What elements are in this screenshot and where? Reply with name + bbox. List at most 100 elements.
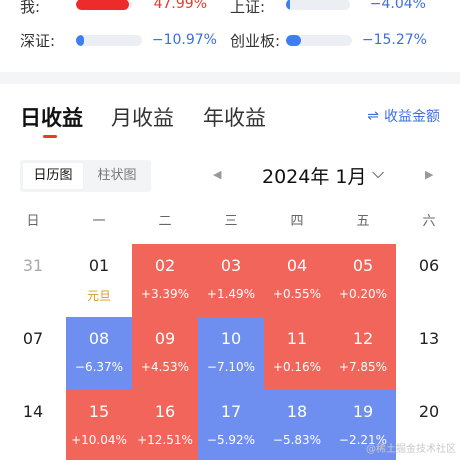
- day-number: 07: [22, 329, 44, 348]
- calendar-day-cell[interactable]: 13: [396, 317, 460, 390]
- daily-return: −6.37%: [74, 360, 124, 374]
- calendar-day-cell[interactable]: 05 +0.20%: [330, 244, 396, 317]
- weekday-label: 日: [26, 214, 40, 229]
- day-number: 05: [352, 256, 374, 275]
- day-number: 03: [220, 256, 242, 275]
- calendar-day-cell[interactable]: 18 −5.83%: [264, 390, 330, 460]
- toggle-amount-button[interactable]: ⇌ 收益金额: [367, 106, 440, 126]
- daily-return: −2.21%: [338, 433, 388, 447]
- next-month-icon[interactable]: ▶: [425, 168, 434, 181]
- daily-return: +0.55%: [272, 287, 322, 301]
- day-number: 06: [418, 256, 440, 275]
- daily-return: −5.92%: [206, 433, 256, 447]
- daily-return: +1.49%: [206, 287, 256, 301]
- compare-item-shanghai: 上证:: [230, 0, 265, 18]
- daily-return: +3.39%: [140, 287, 190, 301]
- daily-return: +0.20%: [338, 287, 388, 301]
- daily-return: −5.83%: [272, 433, 322, 447]
- day-number: 17: [220, 402, 242, 421]
- compare-fill: [76, 35, 84, 46]
- weekday-label: 二: [158, 214, 172, 229]
- performance-comparison: 我: 47.99% 上证: −4.04% 深证: −10.97% 创业板: −1…: [0, 0, 460, 72]
- compare-value: 47.99%: [153, 0, 207, 12]
- compare-value: −4.04%: [369, 0, 426, 12]
- weekday-label: 一: [92, 214, 106, 229]
- watermark: @稀土掘金技术社区: [366, 444, 456, 455]
- day-number: 02: [154, 256, 176, 275]
- weekday-label: 五: [356, 214, 370, 229]
- daily-return: +0.16%: [272, 360, 322, 374]
- day-number: 10: [220, 329, 242, 348]
- view-switcher: 日历图 柱状图: [20, 160, 151, 192]
- day-number: 31: [22, 256, 44, 275]
- day-number: 04: [286, 256, 308, 275]
- calendar-day-cell[interactable]: 07: [0, 317, 66, 390]
- day-number: 20: [418, 402, 440, 421]
- calendar-day-cell[interactable]: 14: [0, 390, 66, 460]
- calendar-day-cell[interactable]: 31: [0, 244, 66, 317]
- compare-item-chinext: 创业板:: [230, 28, 280, 52]
- day-number: 11: [286, 329, 308, 348]
- compare-value: −15.27%: [361, 32, 427, 48]
- daily-return: +10.04%: [71, 433, 127, 447]
- period-tabs: 日收益 月收益 年收益 ⇌ 收益金额: [0, 84, 460, 146]
- day-number: 08: [88, 329, 110, 348]
- day-number: 01: [88, 256, 110, 275]
- weekday-label: 六: [422, 214, 436, 229]
- tab-daily[interactable]: 日收益: [20, 106, 83, 130]
- weekday-header: 日 一 二 三 四 五 六: [0, 210, 460, 234]
- calendar-day-cell[interactable]: 09 +4.53%: [132, 317, 198, 390]
- compare-label: 我:: [20, 0, 41, 16]
- calendar-day-cell[interactable]: 08 −6.37%: [66, 317, 132, 390]
- swap-arrows-icon: ⇌: [367, 108, 379, 124]
- day-number: 19: [352, 402, 374, 421]
- compare-bar-mine: [76, 0, 132, 10]
- day-number: 13: [418, 329, 440, 348]
- calendar-day-cell[interactable]: 10 −7.10%: [198, 317, 264, 390]
- day-number: 09: [154, 329, 176, 348]
- month-title[interactable]: 2024年 1月: [262, 166, 367, 188]
- bar-view-button[interactable]: 柱状图: [97, 168, 137, 183]
- calendar-day-cell[interactable]: 06: [396, 244, 460, 317]
- calendar-day-cell[interactable]: 12 +7.85%: [330, 317, 396, 390]
- weekday-label: 四: [290, 214, 304, 229]
- tab-yearly[interactable]: 年收益: [203, 106, 266, 130]
- calendar-day-cell[interactable]: 19 −2.21%: [330, 390, 396, 460]
- day-number: 14: [22, 402, 44, 421]
- compare-fill: [76, 0, 130, 10]
- calendar-toolbar: 日历图 柱状图 ◀ 2024年 1月 ⌵ ▶: [0, 156, 460, 196]
- calendar-day-cell[interactable]: 17 −5.92%: [198, 390, 264, 460]
- toggle-amount-label: 收益金额: [384, 109, 440, 125]
- compare-item-shenzhen: 深证:: [20, 28, 55, 52]
- calendar-day-cell[interactable]: 04 +0.55%: [264, 244, 330, 317]
- day-number: 16: [154, 402, 176, 421]
- chevron-down-icon[interactable]: ⌵: [372, 163, 385, 182]
- calendar-day-cell[interactable]: 02 +3.39%: [132, 244, 198, 317]
- compare-label: 深证:: [20, 31, 56, 50]
- calendar-day-cell[interactable]: 16 +12.51%: [132, 390, 198, 460]
- compare-fill: [286, 35, 301, 46]
- calendar-day-cell[interactable]: 15 +10.04%: [66, 390, 132, 460]
- calendar-day-cell[interactable]: 01 元旦: [66, 244, 132, 317]
- weekday-label: 三: [224, 214, 238, 229]
- calendar-day-cell[interactable]: 20: [396, 390, 460, 460]
- day-number: 12: [352, 329, 374, 348]
- daily-return: +12.51%: [137, 433, 193, 447]
- section-divider: [0, 72, 460, 84]
- compare-bar-shanghai: [286, 0, 350, 10]
- calendar-day-cell[interactable]: 11 +0.16%: [264, 317, 330, 390]
- active-tab-indicator: [43, 135, 57, 138]
- compare-bar-shenzhen: [76, 35, 142, 46]
- daily-return: +4.53%: [140, 360, 190, 374]
- compare-value: −10.97%: [151, 32, 217, 48]
- compare-label: 创业板:: [230, 31, 281, 50]
- day-number: 15: [88, 402, 110, 421]
- daily-return: −7.10%: [206, 360, 256, 374]
- prev-month-icon[interactable]: ◀: [213, 168, 222, 181]
- daily-return: +7.85%: [338, 360, 388, 374]
- calendar-view-button[interactable]: 日历图: [23, 163, 83, 189]
- tab-monthly[interactable]: 月收益: [111, 106, 174, 130]
- calendar-day-cell[interactable]: 03 +1.49%: [198, 244, 264, 317]
- compare-item-mine: 我:: [20, 0, 40, 18]
- compare-label: 上证:: [230, 0, 266, 16]
